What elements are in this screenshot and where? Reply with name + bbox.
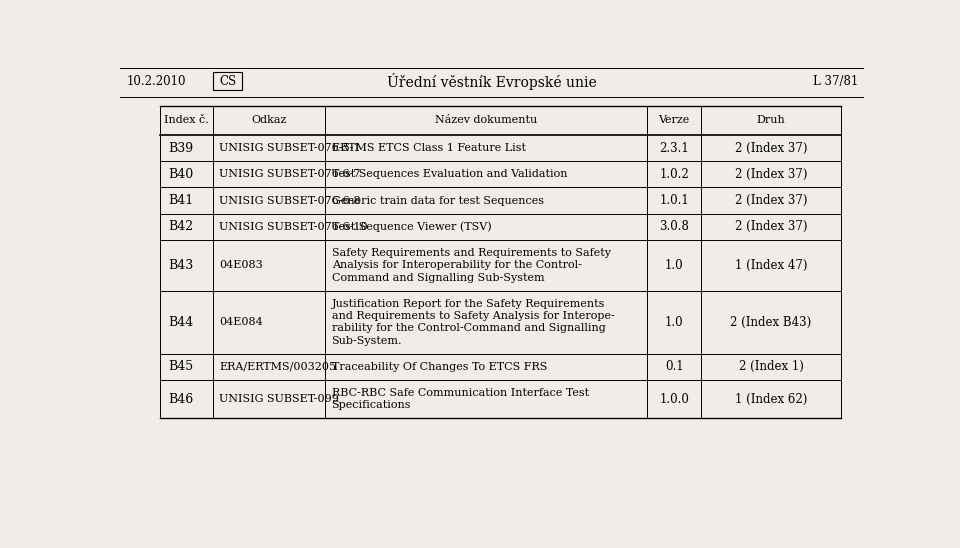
- Text: B46: B46: [168, 393, 193, 406]
- Text: Test Sequences Evaluation and Validation: Test Sequences Evaluation and Validation: [331, 169, 567, 179]
- Text: Druh: Druh: [756, 116, 785, 125]
- Text: 1.0.0: 1.0.0: [660, 393, 689, 406]
- Text: RBC-RBC Safe Communication Interface Test: RBC-RBC Safe Communication Interface Tes…: [331, 388, 588, 398]
- Text: Test Sequence Viewer (TSV): Test Sequence Viewer (TSV): [331, 221, 492, 232]
- Text: L 37/81: L 37/81: [812, 76, 858, 88]
- Text: 04E083: 04E083: [219, 260, 263, 270]
- Text: 2 (Index 37): 2 (Index 37): [734, 220, 807, 233]
- Text: 1.0.2: 1.0.2: [660, 168, 689, 181]
- Text: 2 (Index 37): 2 (Index 37): [734, 141, 807, 155]
- Text: UNISIG SUBSET-076-6-10: UNISIG SUBSET-076-6-10: [219, 222, 368, 232]
- Text: Odkaz: Odkaz: [252, 116, 287, 125]
- Text: Sub-System.: Sub-System.: [331, 335, 402, 346]
- Text: 1.0.1: 1.0.1: [660, 194, 689, 207]
- Text: 1 (Index 62): 1 (Index 62): [734, 393, 807, 406]
- Text: B42: B42: [168, 220, 193, 233]
- Text: 2 (Index 1): 2 (Index 1): [738, 361, 804, 373]
- Text: UNISIG SUBSET-076-5-1: UNISIG SUBSET-076-5-1: [219, 143, 361, 153]
- Text: 1.0: 1.0: [665, 316, 684, 329]
- Text: 3.0.8: 3.0.8: [660, 220, 689, 233]
- Text: 1 (Index 47): 1 (Index 47): [734, 259, 807, 272]
- Text: rability for the Control-Command and Signalling: rability for the Control-Command and Sig…: [331, 323, 606, 333]
- Text: B40: B40: [168, 168, 193, 181]
- Text: B39: B39: [168, 141, 193, 155]
- Text: UNISIG SUBSET-099: UNISIG SUBSET-099: [219, 394, 339, 404]
- Text: 2 (Index 37): 2 (Index 37): [734, 168, 807, 181]
- Text: 04E084: 04E084: [219, 317, 263, 327]
- Text: UNISIG SUBSET-076-6-7: UNISIG SUBSET-076-6-7: [219, 169, 361, 179]
- Text: B41: B41: [168, 194, 193, 207]
- Text: 2 (Index 37): 2 (Index 37): [734, 194, 807, 207]
- Text: Úřední věstník Evropské unie: Úřední věstník Evropské unie: [387, 73, 597, 90]
- Text: 1.0: 1.0: [665, 259, 684, 272]
- Text: Analysis for Interoperability for the Control-: Analysis for Interoperability for the Co…: [331, 260, 582, 270]
- Text: B43: B43: [168, 259, 193, 272]
- Text: 10.2.2010: 10.2.2010: [126, 76, 185, 88]
- Bar: [213, 72, 243, 90]
- Text: 2 (Index B43): 2 (Index B43): [731, 316, 811, 329]
- Text: Index č.: Index č.: [164, 116, 209, 125]
- Text: and Requirements to Safety Analysis for Interope-: and Requirements to Safety Analysis for …: [331, 311, 614, 321]
- Text: 0.1: 0.1: [665, 361, 684, 373]
- Text: B45: B45: [168, 361, 193, 373]
- Text: Verze: Verze: [659, 116, 689, 125]
- Text: Traceability Of Changes To ETCS FRS: Traceability Of Changes To ETCS FRS: [331, 362, 547, 372]
- Text: Generic train data for test Sequences: Generic train data for test Sequences: [331, 196, 543, 206]
- Text: ERA/ERTMS/003205: ERA/ERTMS/003205: [219, 362, 336, 372]
- Text: Specifications: Specifications: [331, 401, 411, 410]
- Text: Název dokumentu: Název dokumentu: [435, 116, 538, 125]
- Text: ERTMS ETCS Class 1 Feature List: ERTMS ETCS Class 1 Feature List: [331, 143, 525, 153]
- Text: Command and Signalling Sub-System: Command and Signalling Sub-System: [331, 272, 544, 283]
- Text: 2.3.1: 2.3.1: [660, 141, 689, 155]
- Text: UNISIG SUBSET-076-6-8: UNISIG SUBSET-076-6-8: [219, 196, 361, 206]
- Text: CS: CS: [219, 76, 236, 88]
- Text: B44: B44: [168, 316, 193, 329]
- Text: Justification Report for the Safety Requirements: Justification Report for the Safety Requ…: [331, 299, 605, 309]
- Text: Safety Requirements and Requirements to Safety: Safety Requirements and Requirements to …: [331, 248, 611, 258]
